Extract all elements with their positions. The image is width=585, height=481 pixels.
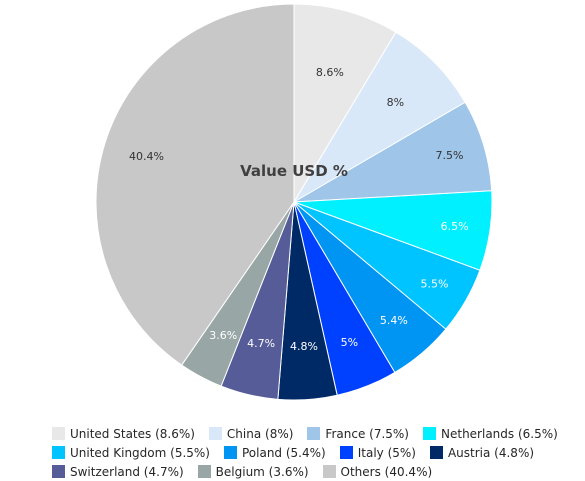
- legend-item: Switzerland (4.7%): [52, 465, 184, 479]
- legend-item: Poland (5.4%): [224, 446, 326, 460]
- legend-item: France (7.5%): [307, 427, 409, 441]
- legend-item: China (8%): [209, 427, 294, 441]
- legend-swatch: [307, 427, 320, 440]
- slice-label: 6.5%: [441, 220, 469, 233]
- legend-label: Austria (4.8%): [448, 446, 534, 460]
- slice-label: 5%: [341, 336, 358, 349]
- slice-label: 8%: [387, 96, 404, 109]
- legend-item: Italy (5%): [340, 446, 416, 460]
- legend-swatch: [52, 446, 65, 459]
- legend-swatch: [423, 427, 436, 440]
- legend-swatch: [340, 446, 353, 459]
- slice-label: 8.6%: [316, 66, 344, 79]
- legend-swatch: [323, 465, 336, 478]
- chart-legend: United States (8.6%) China (8%) France (7.…: [52, 424, 582, 481]
- legend-item: Others (40.4%): [323, 465, 433, 479]
- legend-swatch: [52, 465, 65, 478]
- legend-label: United Kingdom (5.5%): [70, 446, 210, 460]
- legend-item: Netherlands (6.5%): [423, 427, 558, 441]
- legend-row: United Kingdom (5.5%) Poland (5.4%) Italy …: [52, 443, 582, 462]
- legend-swatch: [198, 465, 211, 478]
- legend-item: Belgium (3.6%): [198, 465, 309, 479]
- legend-swatch: [430, 446, 443, 459]
- legend-item: United Kingdom (5.5%): [52, 446, 210, 460]
- slice-label: 40.4%: [129, 150, 164, 163]
- legend-label: Switzerland (4.7%): [70, 465, 184, 479]
- legend-item: Austria (4.8%): [430, 446, 534, 460]
- slice-label: 4.8%: [290, 340, 318, 353]
- legend-label: Netherlands (6.5%): [441, 427, 558, 441]
- legend-label: Belgium (3.6%): [216, 465, 309, 479]
- legend-label: Poland (5.4%): [242, 446, 326, 460]
- legend-label: France (7.5%): [325, 427, 409, 441]
- chart-title: Value USD %: [240, 162, 348, 180]
- legend-label: China (8%): [227, 427, 294, 441]
- legend-swatch: [52, 427, 65, 440]
- slice-label: 5.5%: [421, 277, 449, 290]
- legend-swatch: [224, 446, 237, 459]
- slice-label: 7.5%: [436, 149, 464, 162]
- legend-label: United States (8.6%): [70, 427, 195, 441]
- legend-item: United States (8.6%): [52, 427, 195, 441]
- slice-label: 5.4%: [380, 314, 408, 327]
- legend-row: United States (8.6%) China (8%) France (7.…: [52, 424, 582, 443]
- legend-row: Switzerland (4.7%) Belgium (3.6%) Others (…: [52, 462, 582, 481]
- pie-chart: 8.6% 8% 7.5% 6.5% 5.5% 5.4% 5% 4.8% 4.7% 3.6% 40.4…: [0, 0, 585, 420]
- legend-label: Italy (5%): [358, 446, 416, 460]
- slice-label: 4.7%: [247, 337, 275, 350]
- slice-label: 3.6%: [209, 329, 237, 342]
- legend-label: Others (40.4%): [341, 465, 433, 479]
- legend-swatch: [209, 427, 222, 440]
